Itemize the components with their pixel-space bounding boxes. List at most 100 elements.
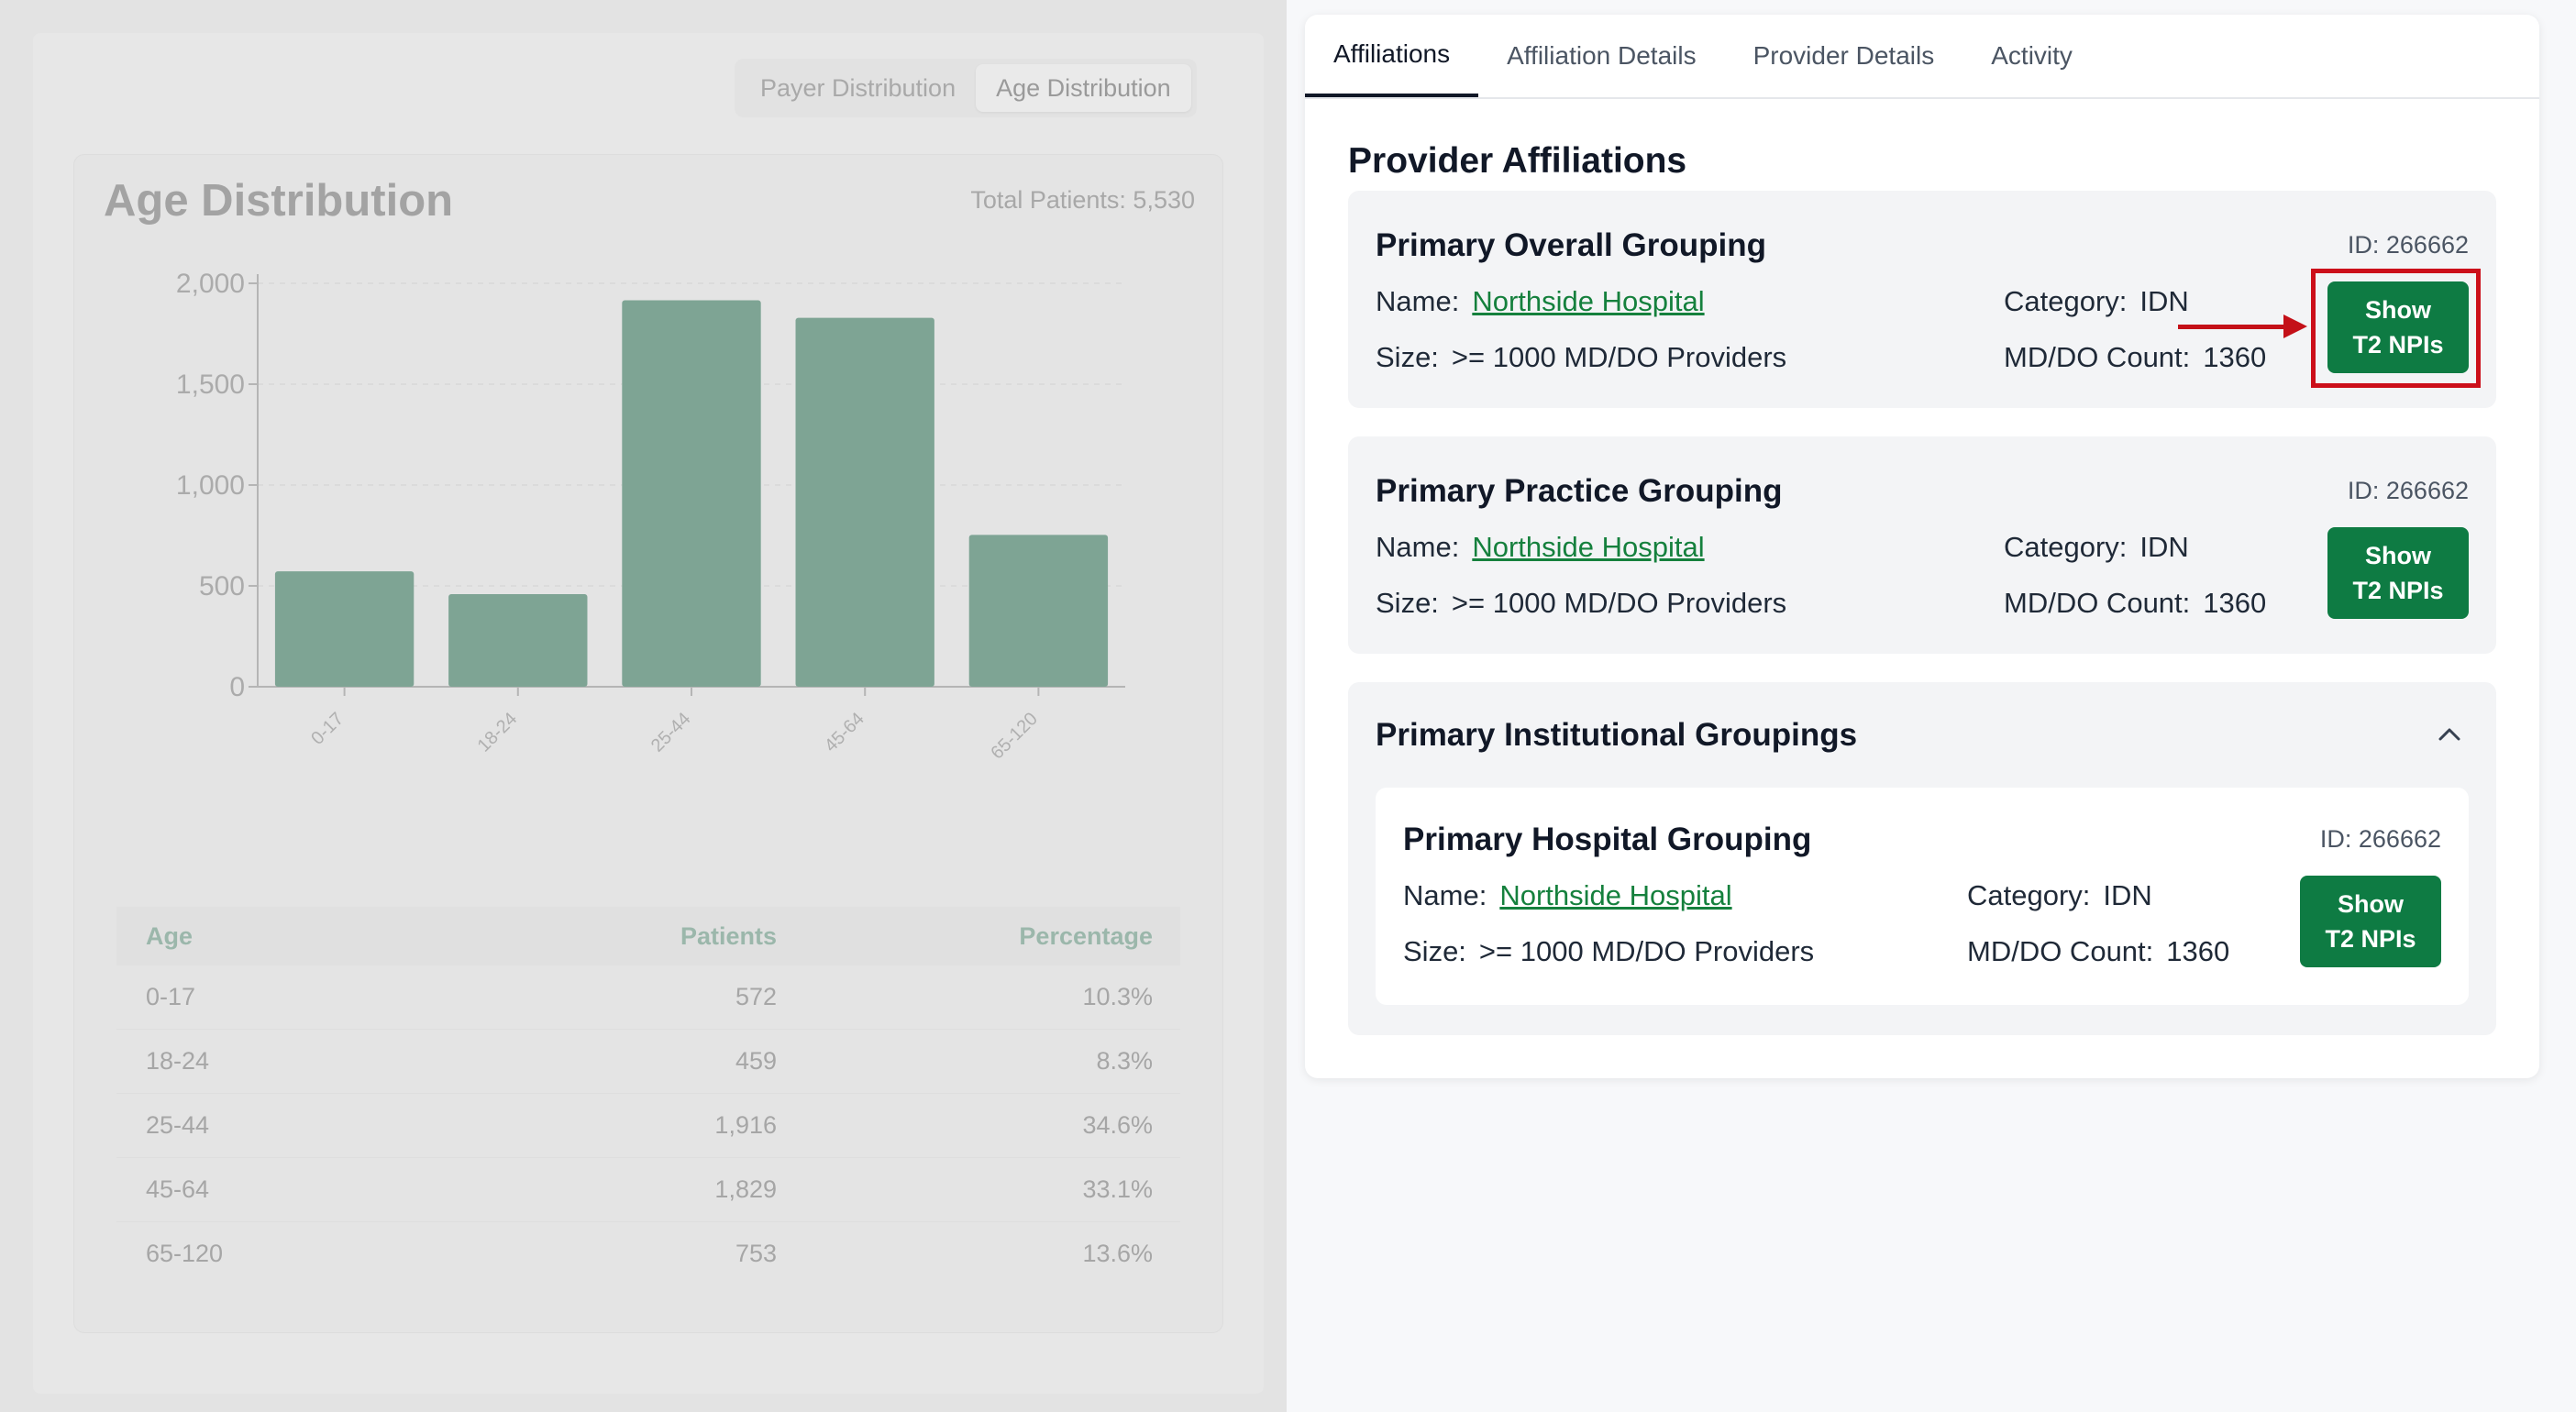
- cell-age: 25-44: [146, 1111, 210, 1139]
- category-field: Category: IDN: [2004, 285, 2189, 318]
- x-tick-label: 0-17: [307, 709, 348, 749]
- tab-age-distribution[interactable]: Age Distribution: [976, 64, 1191, 112]
- cell-percentage: 34.6%: [1082, 1111, 1153, 1139]
- x-tick-label: 18-24: [474, 709, 522, 756]
- tab-bar: Affiliations Affiliation Details Provide…: [1305, 15, 2539, 99]
- total-patients-label: Total Patients: 5,530: [970, 186, 1195, 214]
- cell-percentage: 33.1%: [1082, 1175, 1153, 1203]
- count-value: 1360: [2203, 587, 2267, 619]
- section-title: Primary Institutional Groupings: [1376, 717, 1858, 753]
- age-bar-chart: 0 500 1,000 1,500 2,000 0-17 18-24 25-44 45-64 65…: [176, 269, 1125, 764]
- count-field: MD/DO Count: 1360: [1967, 935, 2229, 968]
- category-value: IDN: [2103, 879, 2152, 911]
- table-row: 18-24 459 8.3%: [116, 1030, 1180, 1094]
- bar: [968, 535, 1109, 687]
- group-id: ID: 266662: [2347, 477, 2469, 504]
- cell-percentage: 10.3%: [1082, 983, 1153, 1010]
- cell-age: 0-17: [146, 983, 196, 1010]
- x-tick-label: 65-120: [987, 709, 1042, 764]
- y-tick-label: 500: [199, 571, 245, 601]
- cell-percentage: 13.6%: [1082, 1240, 1153, 1267]
- cell-patients: 1,829: [714, 1175, 777, 1203]
- size-field: Size: >= 1000 MD/DO Providers: [1403, 935, 1814, 968]
- header-patients: Patients: [680, 921, 777, 950]
- name-label: Name:: [1376, 285, 1460, 317]
- size-label: Size:: [1376, 587, 1439, 619]
- tab-activity[interactable]: Activity: [1991, 41, 2073, 70]
- tab-affiliation-details[interactable]: Affiliation Details: [1507, 41, 1697, 70]
- age-table: Age Patients Percentage 0-17 572 10.3% 1…: [116, 907, 1180, 1285]
- name-field: Name: Northside Hospital: [1376, 285, 1705, 318]
- age-distribution-card: Age Distribution Total Patients: 5,530 0…: [73, 154, 1223, 1333]
- category-label: Category:: [2004, 285, 2128, 317]
- chart-bars: [274, 300, 1109, 687]
- group-id: ID: 266662: [2319, 825, 2441, 853]
- y-tick-label: 2,000: [176, 269, 245, 299]
- bar: [622, 300, 761, 687]
- card-title: Age Distribution: [104, 176, 454, 226]
- size-field: Size: >= 1000 MD/DO Providers: [1376, 341, 1786, 374]
- show-t2-npis-button[interactable]: Show T2 NPIs: [2327, 281, 2469, 373]
- count-value: 1360: [2203, 341, 2267, 373]
- category-value: IDN: [2139, 531, 2189, 563]
- tab-payer-distribution[interactable]: Payer Distribution: [760, 73, 956, 102]
- button-label: Show T2 NPIs: [2352, 296, 2444, 359]
- bar: [448, 594, 588, 687]
- tab-affiliations[interactable]: Affiliations: [1305, 15, 1479, 97]
- table-row: 0-17 572 10.3%: [116, 965, 1180, 1030]
- affiliations-panel: Affiliations Affiliation Details Provide…: [1287, 0, 2576, 1412]
- group-title: Primary Hospital Grouping: [1403, 822, 1812, 857]
- organization-link[interactable]: Northside Hospital: [1472, 531, 1705, 563]
- button-label: Show T2 NPIs: [2325, 890, 2416, 953]
- cell-patients: 1,916: [714, 1111, 777, 1139]
- header-percentage: Percentage: [1019, 921, 1153, 950]
- size-label: Size:: [1403, 935, 1466, 967]
- y-tick-label: 1,500: [176, 370, 245, 400]
- group-title: Primary Practice Grouping: [1376, 473, 1783, 509]
- x-tick-label: 25-44: [647, 709, 695, 756]
- organization-link[interactable]: Northside Hospital: [1499, 879, 1732, 911]
- cell-age: 65-120: [146, 1240, 224, 1267]
- size-value: >= 1000 MD/DO Providers: [1451, 587, 1787, 619]
- bar: [274, 571, 415, 687]
- organization-link[interactable]: Northside Hospital: [1472, 285, 1705, 317]
- name-label: Name:: [1376, 531, 1460, 563]
- x-tick-label: 45-64: [821, 709, 868, 756]
- category-value: IDN: [2139, 285, 2189, 317]
- annotation-arrow-head: [2283, 314, 2307, 338]
- table-row: 45-64 1,829 33.1%: [116, 1158, 1180, 1222]
- table-header: Age Patients Percentage: [116, 907, 1180, 965]
- cell-patients: 753: [735, 1240, 777, 1267]
- category-label: Category:: [2004, 531, 2128, 563]
- count-value: 1360: [2166, 935, 2230, 967]
- overall-grouping-card: Primary Overall Grouping ID: 266662 Name…: [1348, 191, 2496, 408]
- table-row: 25-44 1,916 34.6%: [116, 1094, 1180, 1158]
- affiliations-card: Affiliations Affiliation Details Provide…: [1305, 15, 2539, 1078]
- tab-provider-details[interactable]: Provider Details: [1752, 41, 1935, 70]
- cell-percentage: 8.3%: [1096, 1047, 1153, 1075]
- name-field: Name: Northside Hospital: [1403, 879, 1732, 912]
- cell-age: 45-64: [146, 1175, 210, 1203]
- show-t2-npis-button[interactable]: Show T2 NPIs: [2300, 876, 2441, 967]
- button-label: Show T2 NPIs: [2352, 542, 2444, 604]
- size-field: Size: >= 1000 MD/DO Providers: [1376, 587, 1786, 620]
- chevron-up-icon[interactable]: [2438, 723, 2461, 746]
- table-row: 65-120 753 13.6%: [116, 1222, 1180, 1285]
- count-field: MD/DO Count: 1360: [2004, 341, 2266, 374]
- bar: [795, 317, 934, 687]
- show-t2-npis-button[interactable]: Show T2 NPIs: [2327, 527, 2469, 619]
- age-distribution-panel: Payer Distribution Age Distribution Age …: [0, 0, 1287, 1412]
- practice-grouping-card: Primary Practice Grouping ID: 266662 Nam…: [1348, 436, 2496, 654]
- category-label: Category:: [1967, 879, 2091, 911]
- header-age: Age: [146, 921, 193, 950]
- cell-patients: 572: [735, 983, 777, 1010]
- size-label: Size:: [1376, 341, 1439, 373]
- page-title: Provider Affiliations: [1348, 141, 1687, 181]
- count-field: MD/DO Count: 1360: [2004, 587, 2266, 620]
- hospital-grouping-card: Primary Hospital Grouping ID: 266662 Nam…: [1376, 788, 2469, 1005]
- cell-age: 18-24: [146, 1047, 210, 1075]
- group-id: ID: 266662: [2347, 231, 2469, 259]
- name-label: Name:: [1403, 879, 1487, 911]
- cell-patients: 459: [735, 1047, 777, 1075]
- highlight-box: [2311, 269, 2481, 388]
